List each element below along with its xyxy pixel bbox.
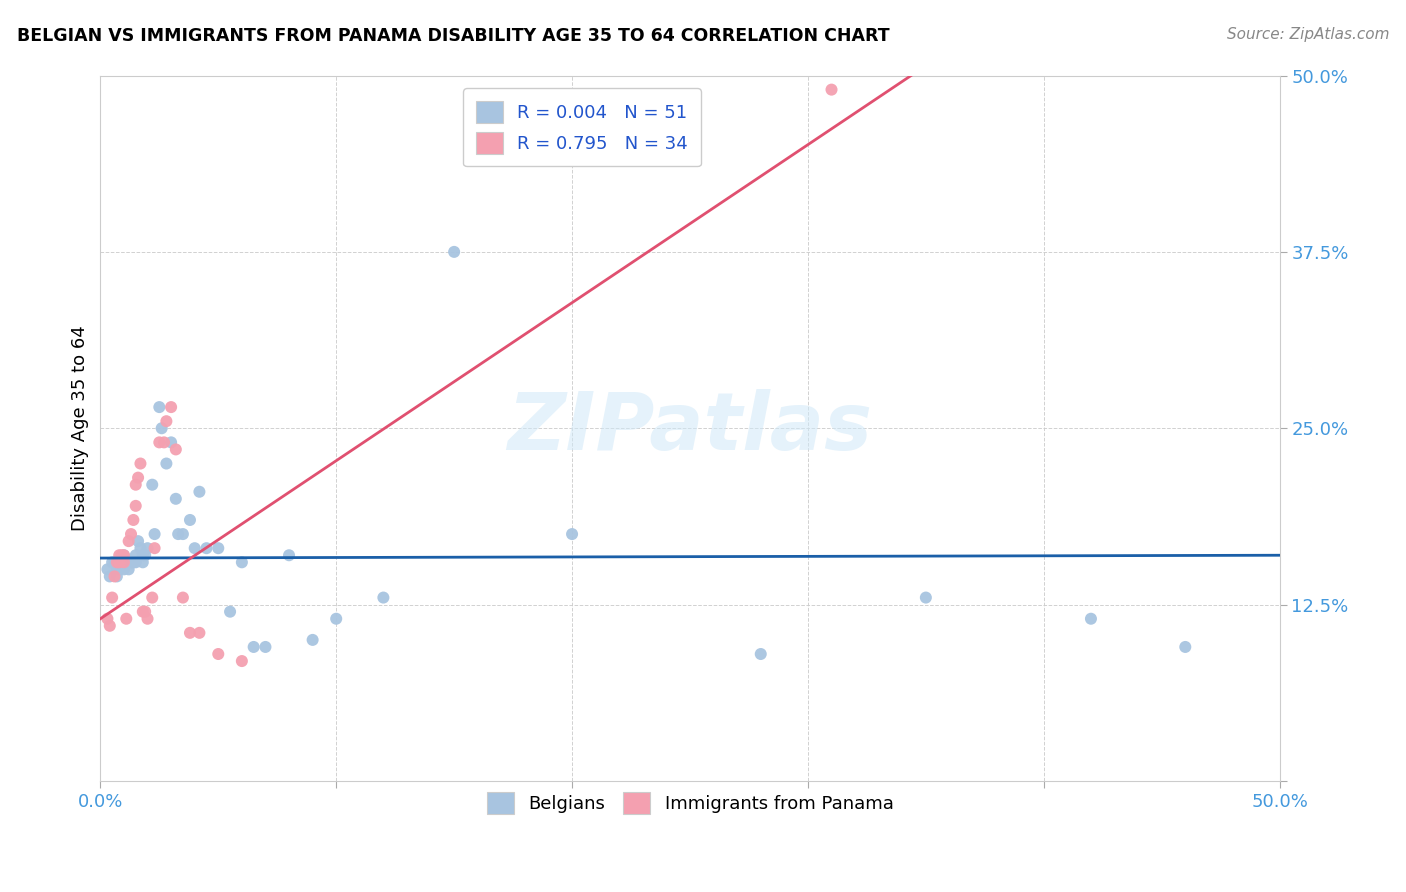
Point	[103, 555, 125, 569]
Point	[108, 562, 131, 576]
Point	[231, 654, 253, 668]
Point	[160, 400, 183, 414]
Point	[115, 612, 138, 626]
Point	[118, 562, 141, 576]
Point	[134, 605, 156, 619]
Point	[278, 548, 301, 562]
Point	[325, 612, 347, 626]
Point	[165, 442, 187, 457]
Point	[207, 647, 229, 661]
Point	[179, 625, 201, 640]
Point	[219, 605, 242, 619]
Point	[122, 513, 145, 527]
Point	[108, 555, 131, 569]
Point	[141, 591, 163, 605]
Point	[112, 555, 135, 569]
Point	[443, 244, 465, 259]
Point	[110, 555, 132, 569]
Point	[167, 527, 190, 541]
Point	[150, 421, 173, 435]
Point	[165, 491, 187, 506]
Point	[373, 591, 395, 605]
Point	[132, 548, 155, 562]
Text: ZIPatlas: ZIPatlas	[508, 389, 873, 467]
Point	[155, 457, 177, 471]
Point	[155, 414, 177, 428]
Point	[132, 555, 155, 569]
Point	[120, 555, 142, 569]
Point	[118, 534, 141, 549]
Point	[103, 569, 125, 583]
Point	[122, 555, 145, 569]
Text: BELGIAN VS IMMIGRANTS FROM PANAMA DISABILITY AGE 35 TO 64 CORRELATION CHART: BELGIAN VS IMMIGRANTS FROM PANAMA DISABI…	[17, 27, 890, 45]
Point	[160, 435, 183, 450]
Point	[172, 527, 194, 541]
Point	[101, 591, 124, 605]
Point	[188, 625, 211, 640]
Point	[915, 591, 938, 605]
Point	[108, 555, 131, 569]
Point	[1174, 640, 1197, 654]
Point	[134, 548, 156, 562]
Point	[125, 548, 148, 562]
Point	[127, 534, 149, 549]
Point	[112, 562, 135, 576]
Point	[105, 569, 128, 583]
Point	[143, 541, 166, 556]
Point	[136, 612, 159, 626]
Point	[98, 619, 121, 633]
Point	[561, 527, 583, 541]
Point	[129, 541, 152, 556]
Point	[96, 562, 118, 576]
Point	[188, 484, 211, 499]
Point	[1080, 612, 1102, 626]
Point	[179, 513, 201, 527]
Point	[749, 647, 772, 661]
Point	[231, 555, 253, 569]
Point	[172, 591, 194, 605]
Point	[148, 435, 170, 450]
Point	[129, 457, 152, 471]
Point	[108, 548, 131, 562]
Point	[125, 555, 148, 569]
Point	[183, 541, 205, 556]
Point	[105, 555, 128, 569]
Point	[101, 555, 124, 569]
Point	[125, 477, 148, 491]
Point	[301, 632, 323, 647]
Point	[125, 499, 148, 513]
Point	[96, 612, 118, 626]
Point	[207, 541, 229, 556]
Point	[115, 555, 138, 569]
Point	[98, 569, 121, 583]
Y-axis label: Disability Age 35 to 64: Disability Age 35 to 64	[72, 326, 89, 531]
Point	[148, 400, 170, 414]
Point	[105, 562, 128, 576]
Point	[141, 477, 163, 491]
Text: Source: ZipAtlas.com: Source: ZipAtlas.com	[1226, 27, 1389, 42]
Point	[110, 548, 132, 562]
Point	[254, 640, 277, 654]
Point	[112, 548, 135, 562]
Point	[143, 527, 166, 541]
Point	[820, 82, 842, 96]
Point	[127, 470, 149, 484]
Point	[132, 605, 155, 619]
Point	[120, 527, 142, 541]
Point	[195, 541, 218, 556]
Point	[153, 435, 176, 450]
Point	[112, 548, 135, 562]
Legend: Belgians, Immigrants from Panama: Belgians, Immigrants from Panama	[475, 781, 904, 825]
Point	[136, 541, 159, 556]
Point	[242, 640, 264, 654]
